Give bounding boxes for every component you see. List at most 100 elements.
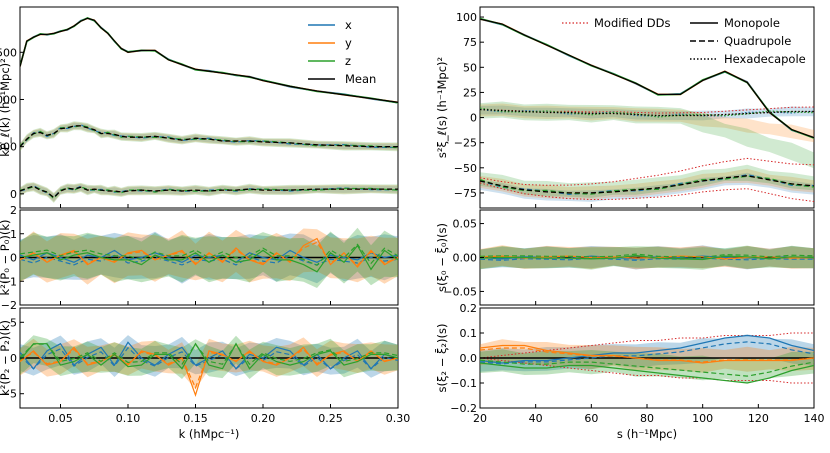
panel-pk: 0 500 1000 1500kP_ℓ(k) (h⁻¹Mpc)² — [0, 6, 399, 209]
band-z — [20, 335, 398, 379]
line-monopole-mean — [480, 18, 814, 139]
band-hex-x — [20, 183, 398, 202]
ytick-label: 5 — [10, 316, 17, 329]
panel-dxi2: −0.2 −0.1 0.0 0.1 0.2 20 40 60 80 100 120 140 s(ξ₂ −… — [435, 302, 825, 441]
ytick-label: 0.2 — [460, 302, 478, 315]
line-quadrupole-mean — [20, 125, 398, 148]
line-x-dashed — [20, 254, 398, 266]
line-monopole-mean — [20, 17, 398, 103]
ytick-label: 1 — [10, 228, 17, 241]
ytick-label: 0.00 — [453, 252, 478, 265]
legend-xi: Modified DDs Monopole Quadrupole Hexadecapo… — [562, 16, 806, 66]
ytick-label: −2 — [1, 299, 17, 312]
dd-quadrupole-line — [480, 182, 814, 202]
xtick-label: 60 — [584, 412, 598, 425]
dd-quadrupole-upper-line — [480, 157, 814, 186]
plot-area — [20, 335, 398, 397]
panel-dp2: −5 0 5 0.05 0.10 0.15 0.20 0.25 0.30 k²(P₂ − P̄₂)… — [0, 307, 411, 441]
ytick-label: 0 — [10, 188, 17, 201]
xtick-label: 0.20 — [251, 412, 276, 425]
ylabel-dp2: k²(P₂ − P̄₂)(k) — [0, 320, 12, 396]
band-hex-x — [480, 105, 814, 121]
ytick-label: −0.05 — [443, 285, 477, 298]
band-y — [480, 339, 814, 373]
plot-area — [20, 227, 398, 288]
panel-dp0: −2 −1 0 1 2 k²(P₀ − P̄₀)(k) — [0, 204, 399, 312]
plot-area — [20, 17, 398, 203]
plot-area — [480, 17, 814, 202]
line-hexadecapole-mean — [20, 185, 398, 199]
xtick-label: 0.05 — [48, 412, 73, 425]
xtick-label: 120 — [748, 412, 769, 425]
plot-area — [480, 245, 814, 270]
line-monopole-x — [20, 17, 398, 104]
band-y — [20, 228, 398, 285]
legend-label-mean: Mean — [345, 72, 376, 86]
xtick-label: 40 — [529, 412, 543, 425]
band-quad-x — [480, 172, 814, 202]
band-quad-x — [20, 122, 398, 150]
ylabel-dp0: k²(P₀ − P̄₀)(k) — [0, 220, 12, 296]
line-x-solid — [20, 341, 398, 370]
ytick-label: 50 — [463, 61, 477, 74]
panel-xi: −75 −50 −25 0 25 50 75 100 s²ξ_ℓ(s) (h⁻¹Mpc)² — [435, 6, 815, 209]
line-quadrupole-mean — [480, 175, 814, 194]
ytick-label: −50 — [454, 162, 477, 175]
xtick-label: 80 — [640, 412, 654, 425]
band-quad-y — [20, 122, 398, 151]
ytick-label: 0 — [10, 252, 17, 265]
ytick-label: 0 — [10, 352, 17, 365]
ytick-label: −5 — [1, 388, 17, 401]
ytick-label: 1000 — [0, 93, 17, 106]
line-z-dashed — [20, 243, 398, 267]
ytick-label: 75 — [463, 36, 477, 49]
ylabel-pk: kP_ℓ(k) (h⁻¹Mpc)² — [0, 58, 12, 156]
xtick-label: 0.15 — [183, 412, 208, 425]
band-hex-y — [480, 103, 814, 143]
line-y-solid — [480, 344, 814, 364]
line-z-solid — [20, 244, 398, 273]
ytick-label: −75 — [454, 187, 477, 200]
ytick-label: −1 — [1, 275, 17, 288]
xtick-label: 0.30 — [386, 412, 411, 425]
legend-label-hexadecapole: Hexadecapole — [724, 52, 806, 66]
line-y-dashed — [20, 241, 398, 266]
ytick-label: 0 — [470, 112, 477, 125]
line-monopole-y — [20, 17, 398, 104]
band-hex-z — [20, 182, 398, 203]
legend-label-x: x — [345, 18, 352, 32]
band-hex-z — [480, 101, 814, 169]
panel-dxi0: −0.05 0.00 0.05 s(ξ₀ − ξ̄₀)(s) — [435, 209, 815, 306]
legend-pk: xyz Mean — [308, 18, 376, 86]
legend-label-z: z — [345, 54, 351, 68]
xtick-label: 140 — [804, 412, 825, 425]
ytick-label: 1500 — [0, 46, 17, 59]
ytick-label: 0.05 — [453, 218, 478, 231]
ytick-label: 100 — [456, 11, 477, 24]
ytick-label: 25 — [463, 86, 477, 99]
band-hex-y — [20, 182, 398, 203]
line-z-solid — [480, 362, 814, 384]
ytick-label: 0.1 — [460, 327, 478, 340]
xlabel-dp2: k (hMpc⁻¹) — [179, 427, 240, 441]
xtick-label: 20 — [473, 412, 487, 425]
ytick-label: 0.0 — [460, 352, 478, 365]
axes-frame — [19, 6, 399, 209]
ytick-label: 500 — [0, 141, 17, 154]
line-monopole-z — [20, 17, 398, 104]
line-x-solid — [480, 334, 814, 364]
ytick-label: −0.2 — [450, 402, 477, 415]
ytick-label: 2 — [10, 204, 17, 217]
legend-label-monopole: Monopole — [724, 16, 780, 30]
xtick-label: 0.10 — [116, 412, 141, 425]
legend-label-quadrupole: Quadrupole — [724, 34, 791, 48]
ylabel-dxi2: s(ξ₂ − ξ̄₂)(s) — [435, 324, 449, 393]
ylabel-xi: s²ξ_ℓ(s) (h⁻¹Mpc)² — [435, 57, 449, 158]
xtick-label: 0.25 — [318, 412, 343, 425]
line-z-solid — [480, 254, 814, 261]
legend-label-y: y — [345, 36, 352, 50]
xtick-label: 100 — [692, 412, 713, 425]
legend-label-modified-dds: Modified DDs — [594, 16, 670, 30]
line-z-dashed — [20, 343, 398, 366]
